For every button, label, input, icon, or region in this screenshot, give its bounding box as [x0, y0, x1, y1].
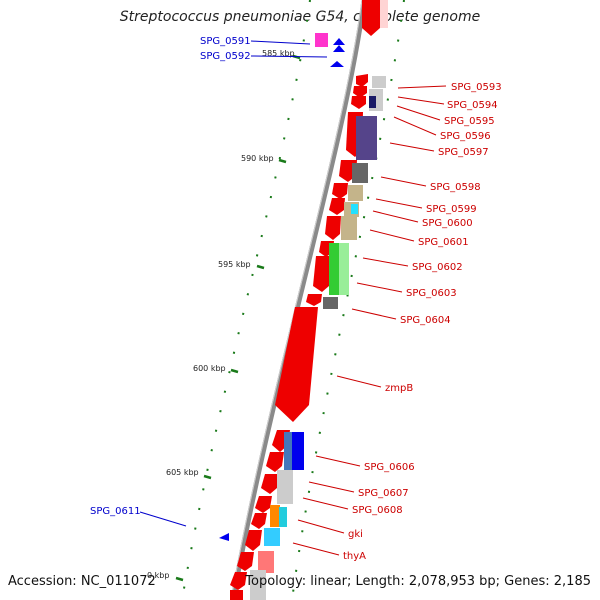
label-spg0596: SPG_0596 — [440, 131, 491, 142]
label-spg0594: SPG_0594 — [447, 100, 498, 111]
label-spg0598: SPG_0598 — [430, 182, 481, 193]
reverse-leader-lines — [139, 40, 328, 527]
label-spg0601: SPG_0601 — [418, 237, 469, 248]
gene-reverse-small — [219, 533, 229, 541]
map-title: Streptococcus pneumoniae G54, complete g… — [119, 9, 481, 25]
reverse-gene-labels: SPG_0591 SPG_0592 SPG_0611 — [90, 36, 251, 517]
label-spg0606: SPG_0606 — [364, 462, 415, 473]
gene-spg0591 — [315, 33, 328, 47]
ruler-label-590: 590 kbp — [241, 154, 274, 163]
label-spg0599: SPG_0599 — [426, 204, 477, 215]
label-spg0595: SPG_0595 — [444, 116, 495, 127]
accession-text: Accession: NC_011072 — [8, 574, 156, 589]
label-spg0592: SPG_0592 — [200, 51, 251, 62]
label-spg0607: SPG_0607 — [358, 488, 409, 499]
label-spg0608: SPG_0608 — [352, 505, 403, 516]
label-spg0600: SPG_0600 — [422, 218, 473, 229]
gene-spg0592-arrows — [330, 38, 345, 67]
ruler-label-600: 600 kbp — [193, 364, 226, 373]
label-spg0604: SPG_0604 — [400, 315, 451, 326]
ruler-label-585: 585 kbp — [262, 49, 295, 58]
ruler-label-0: 0 kbp — [147, 571, 169, 580]
gene-top-partial — [362, 0, 380, 36]
label-thya: thyA — [343, 551, 366, 562]
forward-gene-labels: SPG_0593 SPG_0594 SPG_0595 SPG_0596 SPG_… — [343, 82, 502, 562]
gene-top-partial-shade — [380, 0, 388, 28]
ruler-labels: 585 kbp 590 kbp 595 kbp 600 kbp 605 kbp … — [147, 49, 295, 580]
forward-leader-lines — [292, 85, 447, 556]
label-spg0602: SPG_0602 — [412, 262, 463, 273]
label-spg0593: SPG_0593 — [451, 82, 502, 93]
label-zmpb: zmpB — [385, 383, 413, 394]
label-spg0611: SPG_0611 — [90, 506, 141, 517]
label-spg0597: SPG_0597 — [438, 147, 489, 158]
label-spg0591: SPG_0591 — [200, 36, 251, 47]
genome-summary-text: Topology: linear; Length: 2,078,953 bp; … — [245, 574, 591, 589]
ruler-label-605: 605 kbp — [166, 468, 199, 477]
label-gki: gki — [348, 529, 363, 540]
ruler-label-595: 595 kbp — [218, 260, 251, 269]
label-spg0603: SPG_0603 — [406, 288, 457, 299]
genome-backbone — [230, 0, 367, 600]
forward-genes — [230, 74, 386, 600]
